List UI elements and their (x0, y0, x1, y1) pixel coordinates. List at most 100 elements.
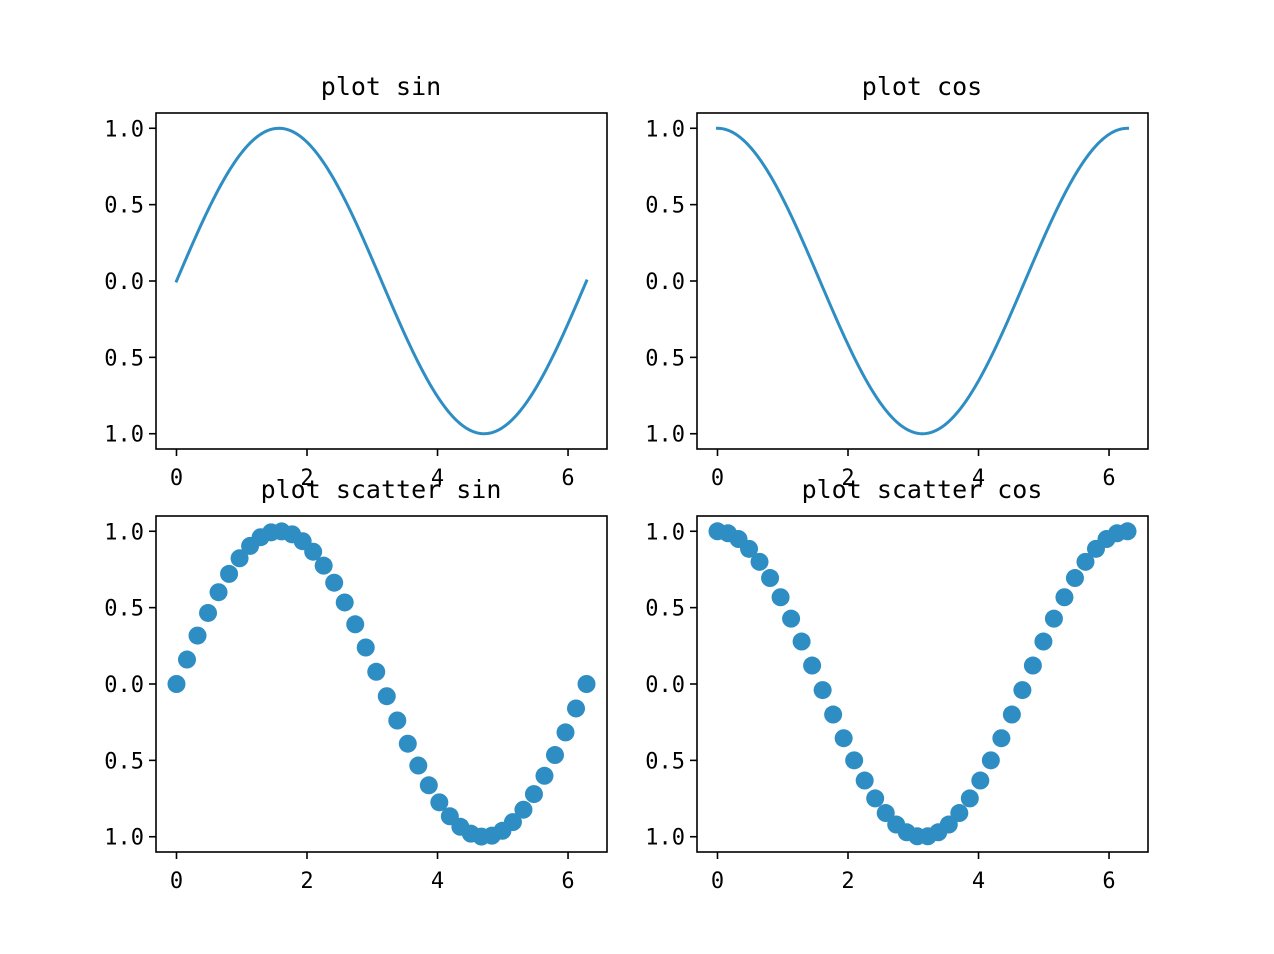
data-point (335, 593, 354, 612)
y-tick-label: 1.0 (645, 117, 685, 142)
series-line (715, 126, 1130, 436)
data-point (577, 675, 596, 693)
data-point (782, 609, 801, 628)
data-point (409, 756, 428, 775)
x-tick-label: 0 (170, 466, 183, 491)
data-point (981, 751, 1000, 770)
y-tick-label: 0.5 (645, 597, 685, 622)
data-point (750, 552, 769, 571)
y-tick-label: 1.0 (104, 117, 144, 142)
y-tick-label: 0.5 (104, 194, 144, 219)
data-point (398, 734, 417, 753)
y-tick-label: 0.0 (104, 673, 144, 698)
y-tick-label: 0.5 (104, 597, 144, 622)
data-point (950, 804, 969, 823)
data-point (834, 729, 853, 748)
data-point (1055, 588, 1074, 607)
data-point (971, 771, 990, 790)
y-tick-label: 0.5 (645, 749, 685, 774)
data-point (514, 800, 533, 819)
y-tick-label: 0.0 (104, 270, 144, 295)
x-tick-label: 2 (300, 869, 313, 894)
data-point (855, 771, 874, 790)
data-point (813, 681, 832, 700)
x-tick-label: 6 (561, 869, 574, 894)
x-tick-label: 0 (170, 869, 183, 894)
y-tick-label: 1.0 (645, 826, 685, 851)
subplot-title: plot sin (321, 72, 441, 101)
data-point (771, 588, 790, 607)
data-point (220, 564, 239, 583)
subplot-title: plot scatter cos (802, 475, 1043, 504)
data-point (992, 729, 1011, 748)
data-point (535, 766, 554, 785)
series-line (174, 126, 589, 436)
data-point (325, 573, 344, 592)
data-point (503, 813, 522, 832)
data-point (356, 638, 375, 657)
x-tick-label: 4 (972, 466, 985, 491)
data-point (824, 705, 843, 724)
subplot-title: plot scatter sin (261, 475, 502, 504)
data-point (167, 675, 186, 693)
data-point (792, 632, 811, 651)
data-point (188, 626, 207, 645)
y-tick-label: 1.0 (645, 423, 685, 448)
data-point (761, 569, 780, 588)
data-point (1013, 681, 1032, 700)
x-tick-label: 0 (711, 869, 724, 894)
subplot-title: plot cos (862, 72, 982, 101)
data-point (524, 785, 543, 804)
x-tick-label: 4 (431, 466, 444, 491)
subplot-sin-line: plot sin 0 2 4 6 1.0 0.5 0.0 0.5 1.0 (104, 72, 608, 491)
data-point (388, 711, 407, 730)
y-tick-label: 0.5 (104, 749, 144, 774)
x-tick-label: 0 (711, 466, 724, 491)
x-tick-label: 2 (841, 466, 854, 491)
data-point (939, 815, 958, 834)
data-point (845, 751, 864, 770)
data-point (740, 539, 759, 558)
y-tick-label: 0.5 (645, 194, 685, 219)
data-point (314, 556, 333, 575)
x-tick-label: 2 (300, 466, 313, 491)
data-point (545, 746, 564, 765)
x-tick-label: 4 (972, 869, 985, 894)
y-tick-label: 0.0 (645, 673, 685, 698)
data-point (866, 789, 885, 808)
data-point (304, 542, 323, 561)
data-point (178, 650, 196, 669)
y-tick-label: 1.0 (104, 826, 144, 851)
subplot-cos-line: plot cos 0 2 4 6 1.0 0.5 0.0 0.5 1.0 (645, 72, 1149, 491)
data-point (377, 687, 396, 706)
data-point (209, 583, 228, 602)
y-tick-label: 1.0 (104, 423, 144, 448)
data-point (199, 603, 218, 622)
x-tick-label: 4 (431, 869, 444, 894)
x-tick-label: 6 (561, 466, 574, 491)
y-tick-label: 1.0 (645, 520, 685, 545)
data-point (419, 776, 438, 795)
data-point (1065, 569, 1084, 588)
x-tick-label: 6 (1102, 869, 1115, 894)
data-point (230, 549, 249, 568)
data-point (876, 804, 895, 823)
data-point (803, 656, 822, 675)
data-point (1034, 632, 1053, 651)
y-tick-label: 1.0 (104, 520, 144, 545)
data-point (1076, 552, 1095, 571)
data-point (1002, 705, 1021, 724)
data-point (346, 615, 365, 634)
y-tick-label: 0.0 (645, 270, 685, 295)
data-point (1023, 656, 1042, 675)
data-point (1044, 609, 1063, 628)
data-point (430, 793, 449, 812)
data-point (1118, 522, 1137, 541)
data-point (367, 662, 386, 681)
subplot-sin-scatter: plot scatter sin 0 2 4 6 1.0 0.5 0.0 0.5 1.0 (104, 475, 608, 894)
y-tick-label: 0.5 (645, 346, 685, 371)
x-tick-label: 6 (1102, 466, 1115, 491)
data-point (567, 699, 586, 718)
